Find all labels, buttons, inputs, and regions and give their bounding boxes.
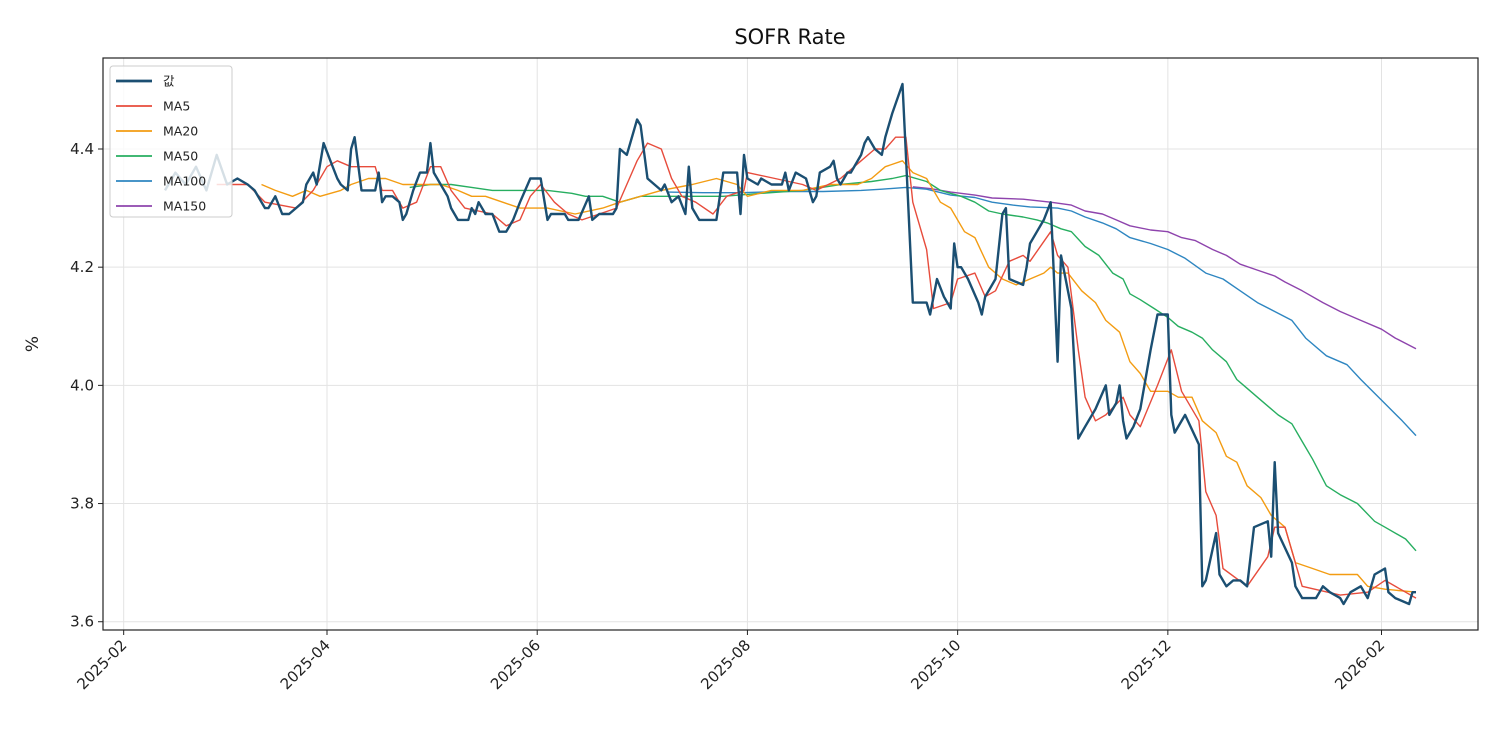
legend-label: MA5	[163, 99, 190, 114]
x-tick-label: 2025-10	[907, 636, 964, 693]
legend-box	[109, 65, 233, 218]
x-tick-label: 2025-02	[73, 636, 130, 693]
chart-title: SOFR Rate	[734, 25, 845, 49]
x-tick-label: 2025-12	[1118, 636, 1175, 693]
series-line-ma100	[668, 186, 1417, 437]
legend-label: MA20	[163, 124, 198, 139]
legend-label: 값	[163, 74, 175, 89]
legend-label: MA50	[163, 149, 198, 164]
legend: 값 MA5 MA20 MA50 MA100 MA150	[109, 65, 233, 218]
series-lines	[163, 82, 1417, 606]
y-tick-label: 4.4	[70, 140, 94, 158]
x-tick-label: 2026-02	[1331, 636, 1388, 693]
series-line-ma20	[261, 160, 1417, 593]
y-tick-label: 3.8	[70, 495, 94, 513]
series-line-ma50	[409, 174, 1417, 552]
y-tick-label: 4.2	[70, 258, 94, 276]
y-axis-label: %	[23, 336, 43, 352]
series-line-ma5	[216, 136, 1417, 599]
series-line-ma150	[912, 186, 1417, 350]
y-tick-label: 3.6	[70, 613, 94, 631]
axis-ticks: 2025-02 2025-04 2025-06 2025-08 2025-10 2025-…	[70, 140, 1388, 693]
legend-label: MA100	[163, 174, 206, 189]
x-tick-label: 2025-08	[697, 636, 754, 693]
x-tick-label: 2025-06	[487, 636, 544, 693]
x-tick-label: 2025-04	[277, 636, 334, 693]
y-tick-label: 4.0	[70, 376, 94, 394]
plot-frame	[102, 57, 1479, 631]
legend-label: MA150	[163, 199, 206, 214]
series-line-값	[163, 82, 1416, 606]
